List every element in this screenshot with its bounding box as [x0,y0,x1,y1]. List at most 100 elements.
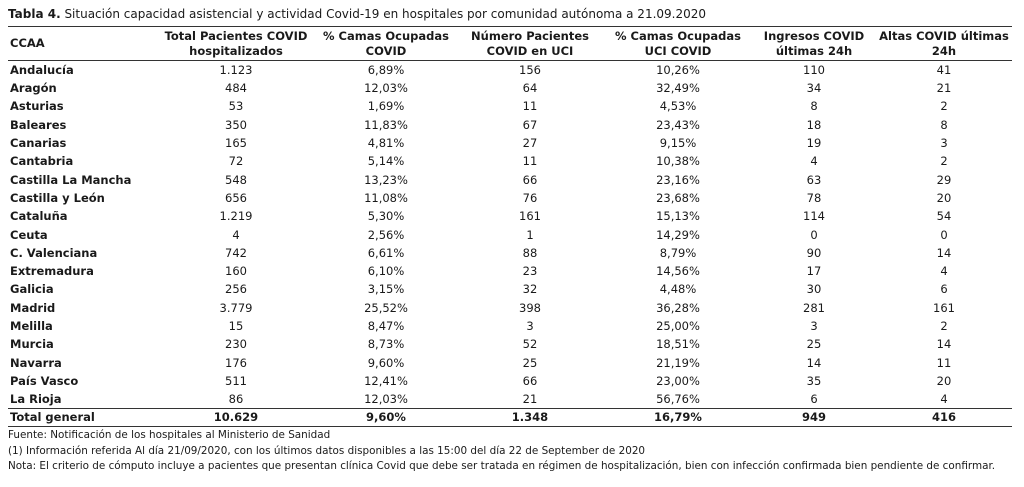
cell-camas-uci: 56,76% [656,392,700,407]
cell-pacientes-uci: 66 [522,373,538,388]
table-row: La Rioja 86 12,03% 21 56,76% 6 4 [8,390,1012,409]
table-row: Navarra 176 9,60% 25 21,19% 14 11 [8,353,1012,371]
header-ingresos-line2: últimas 24h [775,43,853,58]
cell-camas-uci: 9,15% [659,136,697,151]
cell-ingresos: 90 [806,245,822,260]
cell-ingresos: 18 [806,117,822,132]
cell-pacientes-uci: 88 [522,245,538,260]
cell-altas: 41 [936,63,952,77]
cell-pacientes-uci: 52 [522,337,538,352]
cell-pacientes-uci: 76 [522,190,538,205]
header-altas-line2: 24h [931,43,957,58]
cell-ccaa: País Vasco [10,373,79,388]
table-footer: Total general 10.629 9,60% 1.348 16,79% … [8,408,1012,428]
total-altas: 416 [876,408,1012,428]
cell-camas-ocupadas: 5,14% [367,154,405,169]
cell-pacientes-uci: 67 [522,117,538,132]
cell-camas-ocupadas: 13,23% [364,172,408,187]
cell-total-pacientes: 3.779 [219,300,253,315]
cell-pacientes-uci: 66 [522,172,538,187]
cell-camas-ocupadas: 3,15% [367,282,405,297]
cell-ingresos: 25 [806,337,822,352]
table-row: Asturias 53 1,69% 11 4,53% 8 2 [8,97,1012,115]
cell-altas: 2 [940,99,948,114]
cell-camas-uci: 23,00% [656,373,700,388]
cell-pacientes-uci: 11 [522,99,538,114]
cell-camas-uci: 23,16% [656,172,700,187]
cell-camas-ocupadas: 5,30% [367,209,405,224]
cell-ingresos: 6 [810,392,818,407]
table-row: Melilla 15 8,47% 3 25,00% 3 2 [8,317,1012,335]
table-row: Baleares 350 11,83% 67 23,43% 18 8 [8,116,1012,134]
cell-total-pacientes: 176 [225,355,247,370]
cell-pacientes-uci: 156 [519,63,541,77]
cell-pacientes-uci: 1 [526,227,534,242]
header-pacientes-uci-line2: COVID en UCI [486,43,574,58]
cell-camas-uci: 4,53% [659,99,697,114]
cell-altas: 2 [940,154,948,169]
table-row: Madrid 3.779 25,52% 398 36,28% 281 161 [8,299,1012,317]
note-criteria: Nota: El criterio de cómputo incluye a p… [8,460,996,473]
cell-altas: 161 [933,300,955,315]
cell-ccaa: Ceuta [10,227,48,242]
cell-altas: 21 [936,81,952,96]
cell-ingresos: 8 [810,99,818,114]
header-total-pacientes-line1: Total Pacientes COVID [164,28,308,43]
cell-camas-uci: 36,28% [656,300,700,315]
cell-ccaa: Extremadura [10,264,94,279]
cell-altas: 4 [940,264,948,279]
cell-camas-uci: 21,19% [656,355,700,370]
cell-ccaa: Galicia [10,282,54,297]
document: Tabla 4. Situación capacidad asistencial… [8,6,1012,475]
cell-altas: 11 [936,355,952,370]
header-pacientes-uci: Número Pacientes COVID en UCI [456,26,604,61]
cell-total-pacientes: 548 [225,172,247,187]
cell-ccaa: Madrid [10,300,56,315]
cell-pacientes-uci: 27 [522,136,538,151]
cell-pacientes-uci: 64 [522,81,538,96]
cell-camas-uci: 25,00% [656,319,700,333]
hospital-capacity-table: CCAA Total Pacientes COVID hospitalizados… [8,26,1012,428]
header-ccaa: CCAA [8,26,156,61]
cell-camas-ocupadas: 2,56% [367,227,405,242]
cell-camas-uci: 23,68% [656,190,700,205]
header-camas-ocupadas: % Camas Ocupadas COVID [316,26,456,61]
cell-total-pacientes: 4 [232,227,240,242]
cell-camas-uci: 15,13% [656,209,700,224]
cell-ingresos: 14 [806,355,822,370]
table-caption: Tabla 4. Situación capacidad asistencial… [8,6,1012,23]
cell-ccaa: Castilla La Mancha [10,172,132,187]
cell-pacientes-uci: 3 [526,319,534,333]
cell-altas: 0 [940,227,948,242]
table-row: C. Valenciana 742 6,61% 88 8,79% 90 14 [8,244,1012,262]
cell-ccaa: C. Valenciana [10,245,98,260]
cell-camas-ocupadas: 8,47% [367,319,405,333]
cell-total-pacientes: 230 [225,337,247,352]
cell-total-pacientes: 742 [225,245,247,260]
cell-ingresos: 19 [806,136,822,151]
cell-camas-uci: 32,49% [656,81,700,96]
table-row: Extremadura 160 6,10% 23 14,56% 17 4 [8,262,1012,280]
cell-camas-ocupadas: 12,03% [364,392,408,407]
table-row: País Vasco 511 12,41% 66 23,00% 35 20 [8,372,1012,390]
cell-ingresos: 110 [803,63,825,77]
cell-camas-ocupadas: 1,69% [367,99,405,114]
cell-ingresos: 281 [803,300,825,315]
cell-camas-uci: 10,38% [656,154,700,169]
caption-label: Tabla 4. [8,7,61,21]
cell-altas: 6 [940,282,948,297]
total-camas-uci: 16,79% [604,408,752,428]
cell-camas-uci: 14,29% [656,227,700,242]
cell-total-pacientes: 350 [225,117,247,132]
cell-pacientes-uci: 32 [522,282,538,297]
cell-altas: 3 [940,136,948,151]
total-camas: 9,60% [316,408,456,428]
cell-total-pacientes: 1.219 [219,209,253,224]
cell-pacientes-uci: 398 [519,300,541,315]
note-reference: (1) Información referida Al día 21/09/20… [8,444,646,457]
cell-ccaa: Aragón [10,81,57,96]
cell-total-pacientes: 511 [225,373,247,388]
cell-altas: 2 [940,319,948,333]
header-ingresos: Ingresos COVID últimas 24h [752,26,876,61]
cell-ccaa: Canarias [10,136,67,151]
